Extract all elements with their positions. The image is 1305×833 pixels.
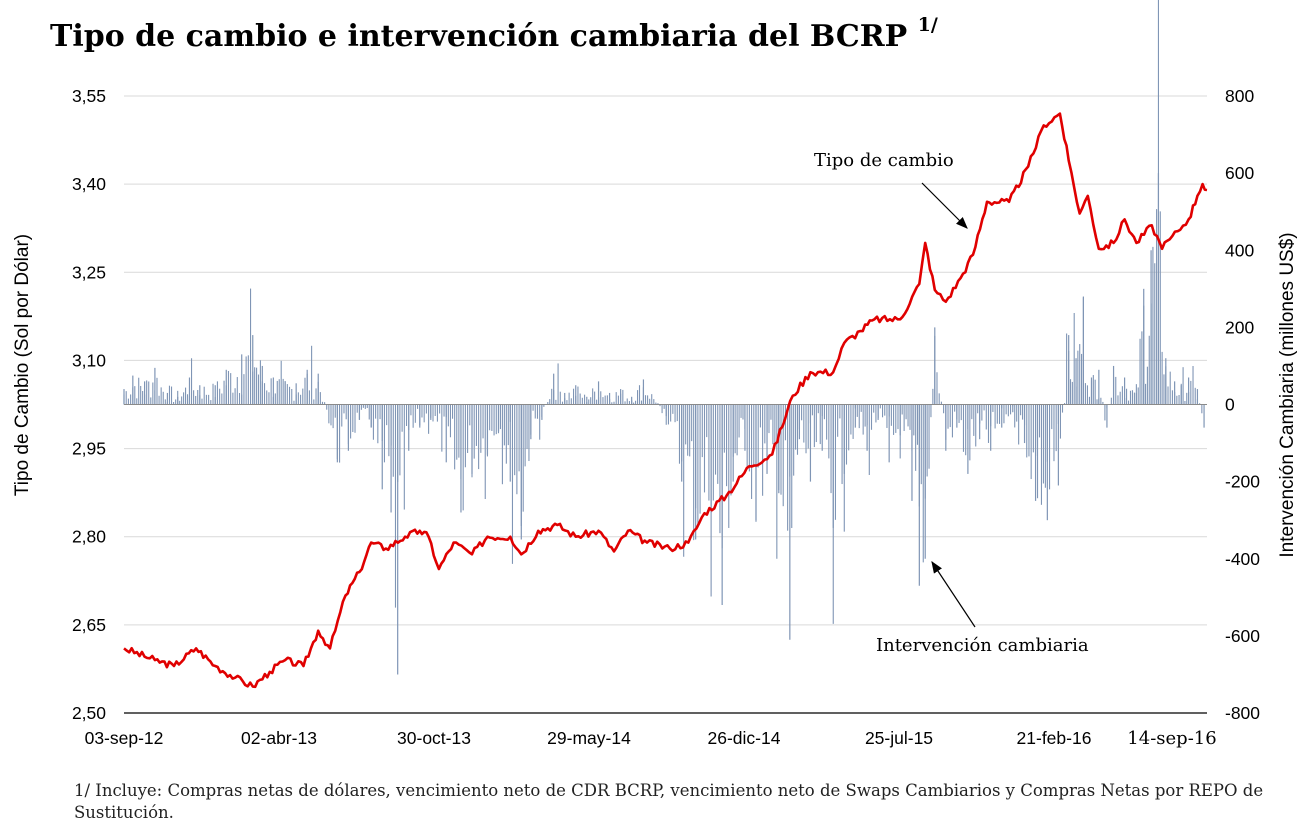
right-axis-title: Intervención Cambiaria (millones US$) [1277,232,1298,557]
x-tick-label: 30-oct-13 [397,728,471,748]
left-axis-title: Tipo de Cambio (Sol por Dólar) [12,234,33,496]
right-tick-label: 0 [1225,395,1235,415]
right-tick-label: -200 [1225,472,1260,492]
chart-title: Tipo de cambio e intervención cambiaria … [50,14,938,54]
intervention-bars [123,0,1205,675]
annotation-exchange-rate: Tipo de cambio [814,150,954,171]
left-tick-label: 3,25 [72,262,106,282]
left-tick-label: 2,65 [72,615,106,635]
right-tick-label: 600 [1225,163,1254,183]
left-tick-label: 2,95 [72,439,106,459]
exchange-rate-line [123,112,1208,689]
right-tick-label: -600 [1225,626,1260,646]
x-axis-ticks: 03-sep-12 02-abr-13 30-oct-13 29-may-14 26-d… [85,728,1217,749]
gridlines [124,95,1207,714]
left-tick-label: 3,10 [72,350,106,370]
x-tick-label: 21-feb-16 [1017,728,1092,748]
right-tick-label: -800 [1225,703,1260,723]
right-tick-label: 400 [1225,240,1254,260]
annotation-intervention: Intervención cambiaria [876,635,1089,656]
x-tick-label: 14-sep-16 [1127,728,1216,749]
footnote: 1/ Incluye: Compras netas de dólares, ve… [74,781,1264,822]
x-tick-label: 26-dic-14 [708,728,781,748]
x-tick-label: 03-sep-12 [85,728,164,748]
right-tick-label: 800 [1225,86,1254,106]
right-tick-label: 200 [1225,317,1254,337]
annotation-exchange-rate-arrow [921,182,968,229]
x-tick-label: 25-jul-15 [865,728,933,748]
left-tick-label: 3,55 [72,86,106,106]
left-tick-label: 2,80 [72,527,106,547]
left-tick-label: 2,50 [72,703,106,723]
annotation-intervention-arrow [931,560,976,628]
right-axis-ticks: 800 600 400 200 0 -200 -400 -600 -800 [1225,86,1260,723]
x-tick-label: 02-abr-13 [241,728,317,748]
x-tick-label: 29-may-14 [547,728,631,748]
left-tick-label: 3,40 [72,174,106,194]
left-axis-ticks: 3,55 3,40 3,25 3,10 2,95 2,80 2,65 2,50 [72,86,106,723]
right-tick-label: -400 [1225,549,1260,569]
